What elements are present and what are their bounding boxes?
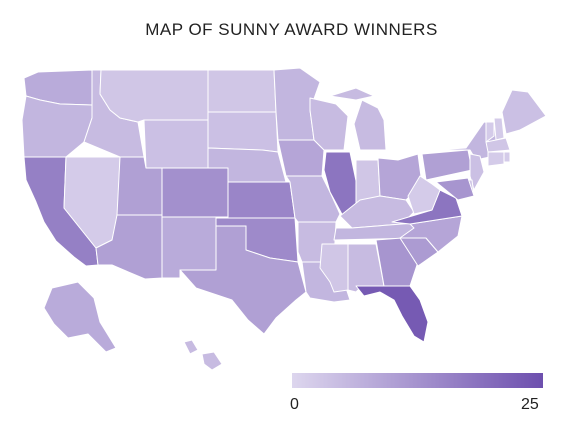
state-ri: [503, 151, 511, 163]
state-ct: [487, 151, 505, 167]
state-ia: [277, 139, 325, 177]
state-mt: [99, 69, 209, 123]
state-fl: [355, 285, 429, 343]
state-ks: [227, 181, 296, 219]
state-wy: [143, 119, 209, 169]
state-co: [161, 167, 229, 218]
state-tx: [179, 225, 307, 335]
state-wv: [407, 175, 441, 215]
state-nh: [493, 117, 505, 141]
state-hi: [183, 339, 223, 371]
state-wi: [309, 97, 349, 151]
state-ak: [43, 281, 117, 353]
state-vt: [485, 121, 495, 143]
state-nc: [399, 215, 463, 253]
legend-min-label: 0: [290, 396, 299, 413]
legend-color-scale: [292, 373, 543, 388]
state-pa: [421, 149, 473, 181]
state-me: [501, 89, 547, 135]
state-sd: [207, 111, 279, 153]
state-or: [21, 95, 93, 158]
map-title: MAP OF SUNNY AWARD WINNERS: [145, 20, 438, 39]
state-md: [435, 177, 475, 201]
state-nm: [161, 216, 217, 279]
state-ma: [485, 137, 511, 153]
state-nj: [469, 153, 485, 191]
legend-max-label: 25: [521, 396, 539, 413]
state-mi: [329, 87, 387, 151]
state-nd: [207, 69, 277, 113]
